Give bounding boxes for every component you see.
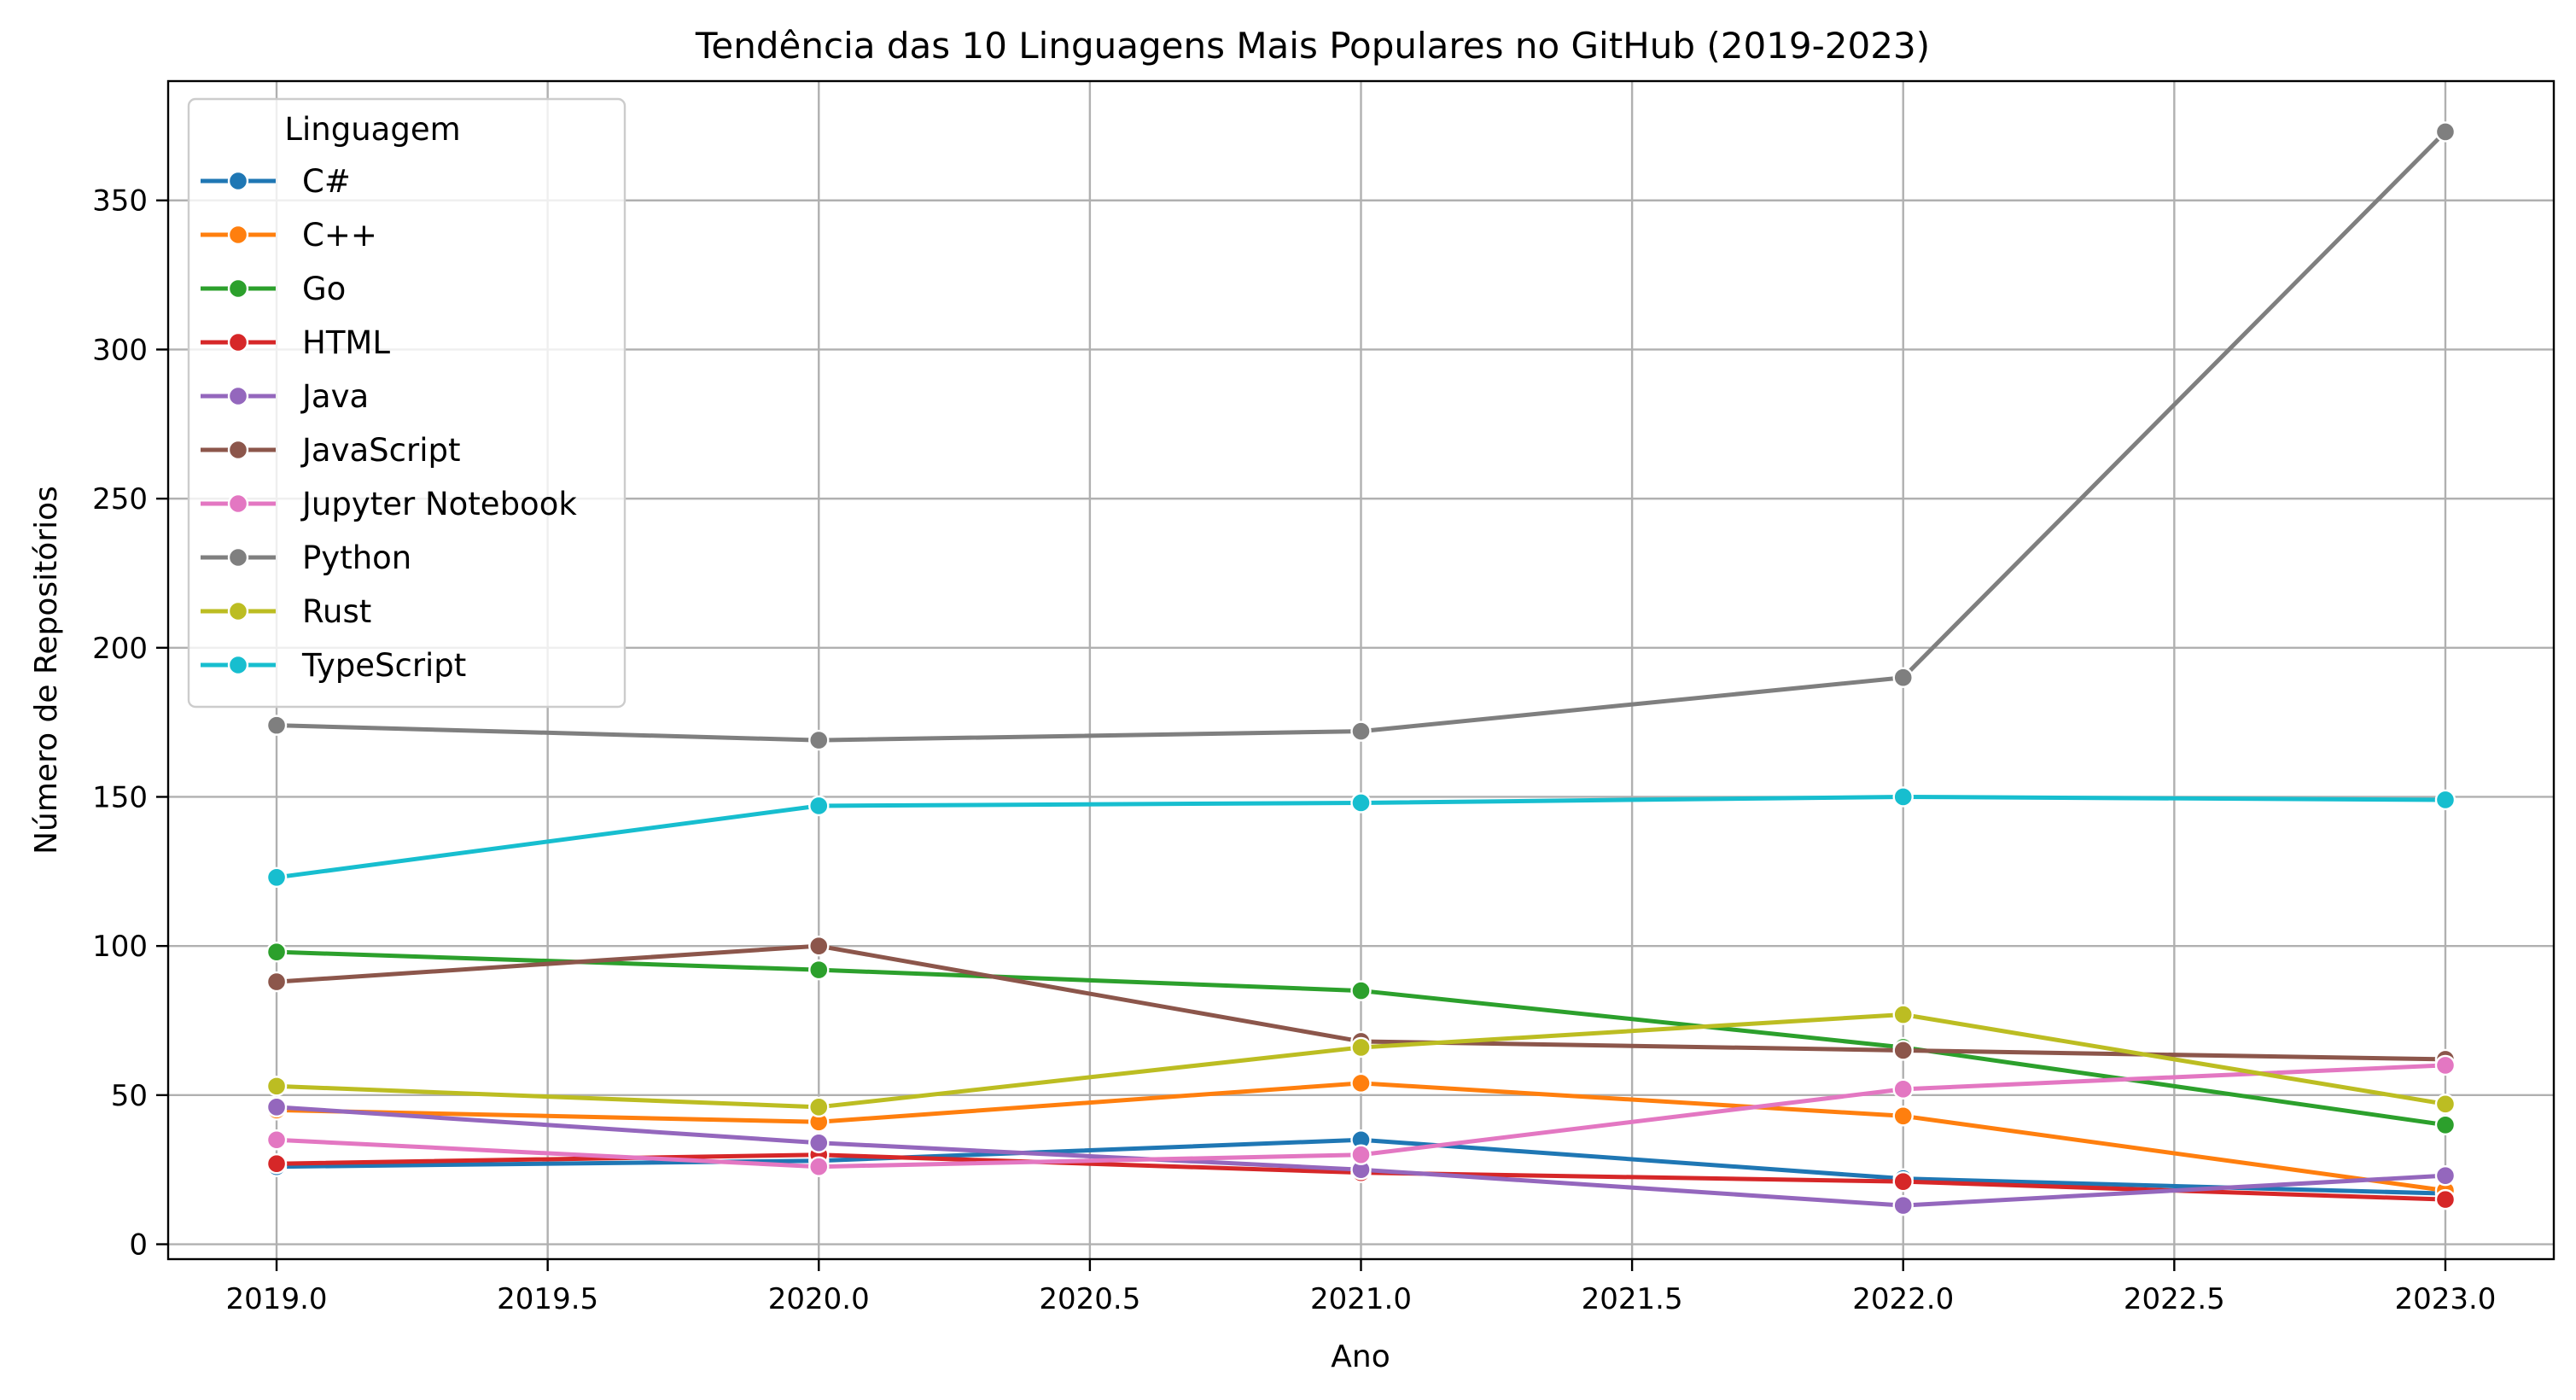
legend-marker-python	[227, 546, 249, 569]
y-tick-label: 250	[92, 482, 148, 516]
data-point-python	[265, 715, 288, 736]
series-typescript	[265, 786, 2457, 889]
data-point-go	[1350, 980, 1372, 1001]
series-jupyter-notebook	[265, 1054, 2457, 1177]
data-point-python	[2434, 121, 2457, 143]
x-tick-label: 2022.5	[2124, 1282, 2225, 1316]
data-point-typescript	[1350, 792, 1372, 814]
legend-marker-c	[227, 170, 249, 192]
data-point-python	[1892, 667, 1914, 688]
x-tick-label: 2021.5	[1582, 1282, 1683, 1316]
x-tick-label: 2020.5	[1039, 1282, 1140, 1316]
legend-label-javascript: JavaScript	[300, 432, 460, 469]
legend-marker-typescript	[227, 654, 249, 676]
series-rust	[265, 1004, 2457, 1118]
legend-marker-java	[227, 385, 249, 407]
x-tick-label: 2022.0	[1852, 1282, 1954, 1316]
y-tick-label: 50	[111, 1079, 148, 1113]
data-point-html	[2434, 1188, 2457, 1210]
y-tick-label: 0	[129, 1228, 148, 1263]
data-point-rust	[265, 1076, 288, 1097]
x-tick-label: 2021.0	[1310, 1282, 1412, 1316]
legend-marker-c	[227, 224, 249, 246]
x-tick-label: 2023.0	[2394, 1282, 2496, 1316]
data-point-c	[1350, 1072, 1372, 1094]
legend-marker-javascript	[227, 439, 249, 461]
data-point-jupyter-notebook	[265, 1129, 288, 1151]
data-point-java	[808, 1132, 830, 1153]
legend-label-jupyter-notebook: Jupyter Notebook	[300, 486, 577, 522]
data-point-go	[2434, 1114, 2457, 1135]
x-tick-label: 2020.0	[768, 1282, 870, 1316]
legend-title: Linguagem	[284, 111, 460, 148]
data-point-javascript	[1892, 1040, 1914, 1061]
data-point-rust	[808, 1096, 830, 1118]
legend-label-c: C++	[302, 217, 377, 254]
data-point-rust	[1350, 1036, 1372, 1059]
legend-label-c: C#	[302, 163, 351, 200]
legend-marker-jupyter-notebook	[227, 493, 249, 515]
data-point-javascript	[808, 935, 830, 957]
legend-box	[187, 97, 627, 709]
legend-marker-go	[227, 277, 249, 300]
legend-label-java: Java	[300, 378, 369, 415]
data-point-jupyter-notebook	[2434, 1054, 2457, 1076]
data-point-javascript	[265, 971, 288, 993]
data-point-c	[1892, 1105, 1914, 1127]
data-point-python	[808, 729, 830, 751]
data-point-python	[1350, 720, 1372, 742]
series-lines	[265, 121, 2457, 1216]
data-point-go	[265, 941, 288, 963]
y-tick-label: 350	[92, 184, 148, 219]
data-point-jupyter-notebook	[1350, 1144, 1372, 1165]
legend-label-go: Go	[302, 271, 346, 307]
legend-label-html: HTML	[302, 324, 390, 361]
data-point-jupyter-notebook	[808, 1156, 830, 1177]
y-tick-label: 300	[92, 333, 148, 367]
legend-label-python: Python	[302, 540, 411, 576]
x-axis-ticks: 2019.0 2019.5 2020.0 2020.5 2021.0 2021.5 2022…	[226, 1259, 2496, 1316]
data-point-typescript	[808, 795, 830, 817]
legend-marker-rust	[227, 600, 249, 622]
chart-title: Tendência das 10 Linguagens Mais Popular…	[695, 25, 1930, 67]
data-point-typescript	[2434, 789, 2457, 811]
y-axis-ticks: 0 50 100 150 200 250 300 350	[92, 184, 168, 1263]
series-python	[265, 121, 2457, 751]
y-tick-label: 100	[92, 930, 148, 964]
data-point-java	[1892, 1194, 1914, 1216]
legend-label-rust: Rust	[302, 593, 371, 630]
data-point-typescript	[1892, 786, 1914, 808]
legend-label-typescript: TypeScript	[301, 647, 466, 684]
data-point-rust	[2434, 1094, 2457, 1115]
data-point-typescript	[265, 866, 288, 889]
data-point-go	[808, 959, 830, 981]
data-point-html	[1892, 1170, 1914, 1193]
data-point-html	[265, 1153, 288, 1175]
series-java	[265, 1096, 2457, 1216]
y-tick-label: 200	[92, 632, 148, 666]
x-tick-label: 2019.0	[226, 1282, 328, 1316]
data-point-rust	[1892, 1004, 1914, 1025]
series-c	[265, 1072, 2457, 1201]
data-point-jupyter-notebook	[1892, 1078, 1914, 1100]
legend: Linguagem C# C++ Go HTML Java JavaScript Jupyte…	[187, 97, 627, 709]
y-tick-label: 150	[92, 780, 148, 814]
x-axis-label: Ano	[1331, 1339, 1390, 1374]
data-point-java	[265, 1096, 288, 1118]
y-axis-label: Número de Repositórios	[29, 486, 64, 855]
data-point-java	[2434, 1164, 2457, 1187]
legend-marker-html	[227, 331, 249, 353]
x-tick-label: 2019.5	[497, 1282, 598, 1316]
